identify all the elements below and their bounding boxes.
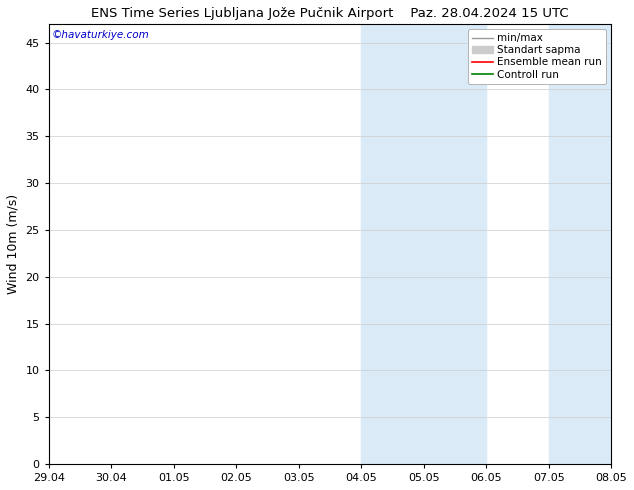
Bar — [361, 24, 486, 464]
Text: ©havaturkiye.com: ©havaturkiye.com — [51, 30, 149, 41]
Title: ENS Time Series Ljubljana Jože Pučnik Airport    Paz. 28.04.2024 15 UTC: ENS Time Series Ljubljana Jože Pučnik Ai… — [91, 7, 569, 20]
Bar — [548, 24, 634, 464]
Legend: min/max, Standart sapma, Ensemble mean run, Controll run: min/max, Standart sapma, Ensemble mean r… — [468, 29, 606, 84]
Y-axis label: Wind 10m (m/s): Wind 10m (m/s) — [7, 194, 20, 294]
